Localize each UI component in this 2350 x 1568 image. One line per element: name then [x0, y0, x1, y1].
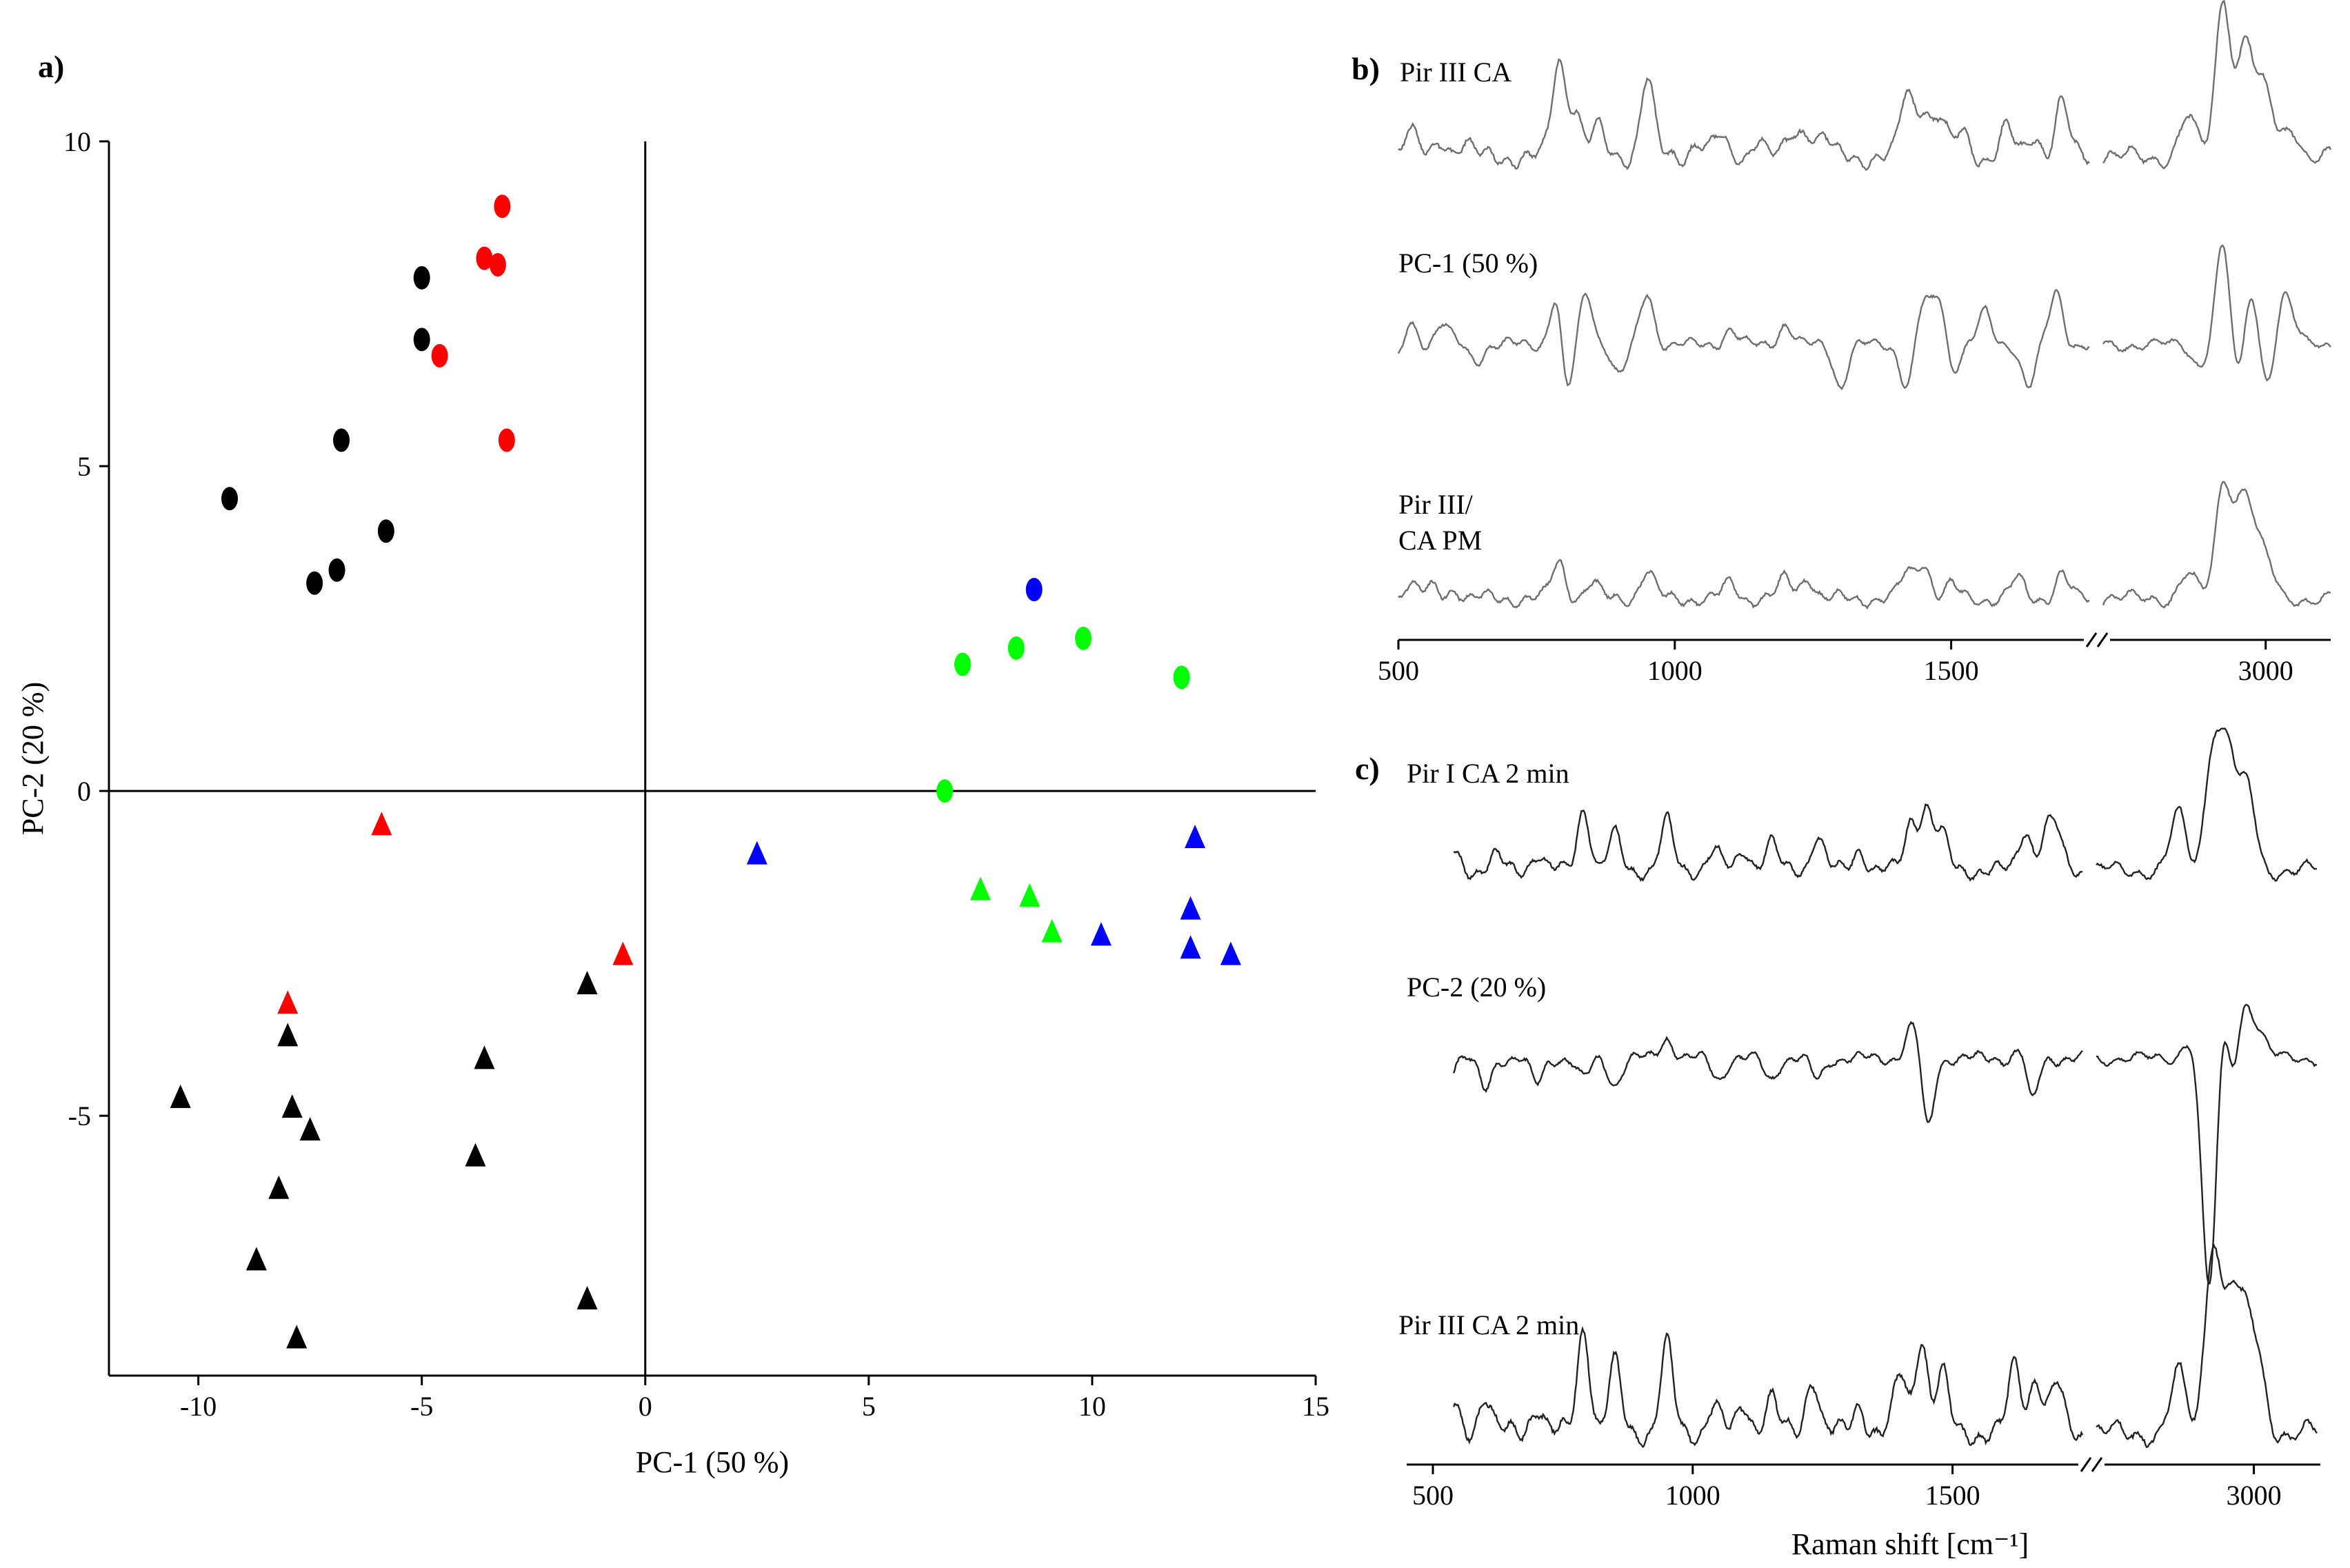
spectra-x-tick-label: 1000: [1647, 655, 1703, 686]
black-triangle-point: [465, 1143, 486, 1167]
green-ellipse-point: [954, 652, 971, 676]
red-ellipse-point: [431, 343, 448, 368]
spectra-x-tick-label: 1500: [1924, 655, 1979, 686]
blue-triangle-point: [1220, 941, 1241, 965]
y-axis-title: PC-2 (20 %): [16, 682, 50, 835]
black-ellipse-point: [413, 265, 430, 290]
spectrum-label-line1: Pir III/: [1398, 489, 1474, 520]
panel-a-label: a): [38, 49, 64, 84]
spectrum-pir-iii-ca-seg2: [2102, 0, 2332, 170]
y-tick-label: -5: [68, 1100, 91, 1132]
black-triangle-point: [268, 1175, 290, 1199]
black-triangle-point: [474, 1045, 495, 1069]
axis-break-mark: [2096, 632, 2109, 647]
panel-b-label: b): [1352, 51, 1380, 86]
spectrum-pc-1-50--seg1: [1397, 288, 2090, 391]
spectrum-pir-i-ca-2-min-seg1: [1453, 803, 2083, 882]
black-ellipse-point: [328, 558, 345, 582]
blue-triangle-point: [1185, 825, 1205, 849]
black-triangle-point: [286, 1325, 308, 1349]
x-axis-title: PC-1 (50 %): [636, 1445, 789, 1479]
spectrum-pir-iii-ca-2-min-seg1: [1452, 1325, 2084, 1449]
green-ellipse-point: [1074, 626, 1092, 650]
spectrum-label: Pir I CA 2 min: [1407, 758, 1569, 789]
y-tick-label: 0: [77, 776, 91, 807]
green-ellipse-point: [1007, 636, 1025, 660]
x-tick-label: -10: [180, 1391, 217, 1422]
y-tick-label: 10: [63, 126, 91, 157]
black-triangle-point: [281, 1094, 303, 1118]
x-tick-label: -5: [410, 1391, 433, 1422]
blue-triangle-point: [1180, 896, 1201, 920]
black-triangle-point: [245, 1247, 267, 1271]
pca-scores-plot: -10 -5 0 5 10 15 10 5 0 -5 PC-1 (50 %) PC-2 (20 %): [16, 126, 1329, 1479]
x-tick-label: 0: [639, 1391, 652, 1422]
spectrum-pc-1-50--seg2: [2102, 244, 2331, 382]
red-ellipse-point: [494, 194, 511, 219]
spectrum-pir-iii-ca-pm-seg1: [1398, 559, 2090, 610]
axis-break-mark: [2080, 1457, 2092, 1472]
spectra-x-tick-label: 500: [1412, 1480, 1454, 1511]
blue-triangle-point: [1180, 935, 1201, 959]
spectra-x-tick-label: 3000: [2238, 655, 2293, 686]
x-tick-label: 10: [1078, 1391, 1106, 1422]
red-ellipse-point: [476, 246, 493, 270]
spectrum-label: Pir III CA: [1400, 57, 1512, 88]
spectrum-pir-i-ca-2-min-seg2: [2096, 727, 2318, 882]
spectra-panel-c: Pir I CA 2 min PC-2 (20 %) Pir III CA 2 mi…: [1398, 727, 2320, 1561]
x-tick-label: 15: [1302, 1391, 1329, 1422]
x-tick-label: 5: [862, 1391, 876, 1422]
spectrum-label: Pir III CA 2 min: [1398, 1309, 1579, 1340]
green-triangle-point: [1041, 918, 1063, 943]
axis-break-mark: [2091, 1457, 2103, 1472]
green-triangle-point: [1019, 883, 1041, 907]
spectra-x-axis-title: Raman shift [cm⁻¹]: [1791, 1527, 2029, 1561]
red-triangle-point: [612, 941, 634, 965]
spectrum-pir-iii-ca-seg1: [1398, 58, 2090, 171]
black-triangle-point: [576, 1285, 598, 1309]
spectrum-pir-iii-ca-pm-seg2: [2102, 481, 2331, 609]
black-triangle-point: [277, 1023, 299, 1047]
red-triangle-point: [277, 990, 299, 1014]
black-triangle-point: [299, 1117, 321, 1140]
black-ellipse-point: [413, 328, 430, 352]
red-triangle-point: [371, 812, 392, 836]
spectrum-pc-2-20--seg1: [1452, 1021, 2083, 1123]
black-ellipse-point: [306, 571, 323, 595]
black-ellipse-point: [221, 487, 238, 511]
spectra-panel-b: Pir III CA PC-1 (50 %) Pir III/CA PM 500 100…: [1378, 0, 2332, 686]
spectrum-pc-2-20--seg2: [2096, 1003, 2318, 1285]
axis-break-mark: [2085, 632, 2098, 647]
green-triangle-point: [970, 876, 991, 901]
spectrum-label: PC-1 (50 %): [1398, 248, 1538, 279]
red-ellipse-point: [498, 428, 515, 452]
black-ellipse-point: [333, 428, 350, 452]
blue-ellipse-point: [1025, 578, 1043, 602]
blue-triangle-point: [746, 841, 767, 865]
spectra-x-tick-label: 1500: [1925, 1480, 1980, 1511]
blue-triangle-point: [1090, 922, 1112, 946]
panel-c-label: c): [1355, 751, 1380, 786]
green-ellipse-point: [1173, 665, 1190, 690]
spectrum-pir-iii-ca-2-min-seg2: [2096, 1242, 2318, 1449]
spectra-x-tick-label: 3000: [2227, 1480, 2282, 1511]
green-ellipse-point: [936, 779, 954, 803]
black-triangle-point: [576, 971, 598, 995]
black-triangle-point: [170, 1084, 191, 1108]
spectra-x-tick-label: 500: [1378, 655, 1419, 686]
y-tick-label: 5: [77, 451, 91, 482]
red-ellipse-point: [489, 253, 506, 277]
black-ellipse-point: [377, 519, 394, 543]
spectrum-label-line2: CA PM: [1398, 525, 1482, 556]
spectrum-label: PC-2 (20 %): [1407, 972, 1546, 1003]
spectra-x-tick-label: 1000: [1665, 1480, 1720, 1511]
